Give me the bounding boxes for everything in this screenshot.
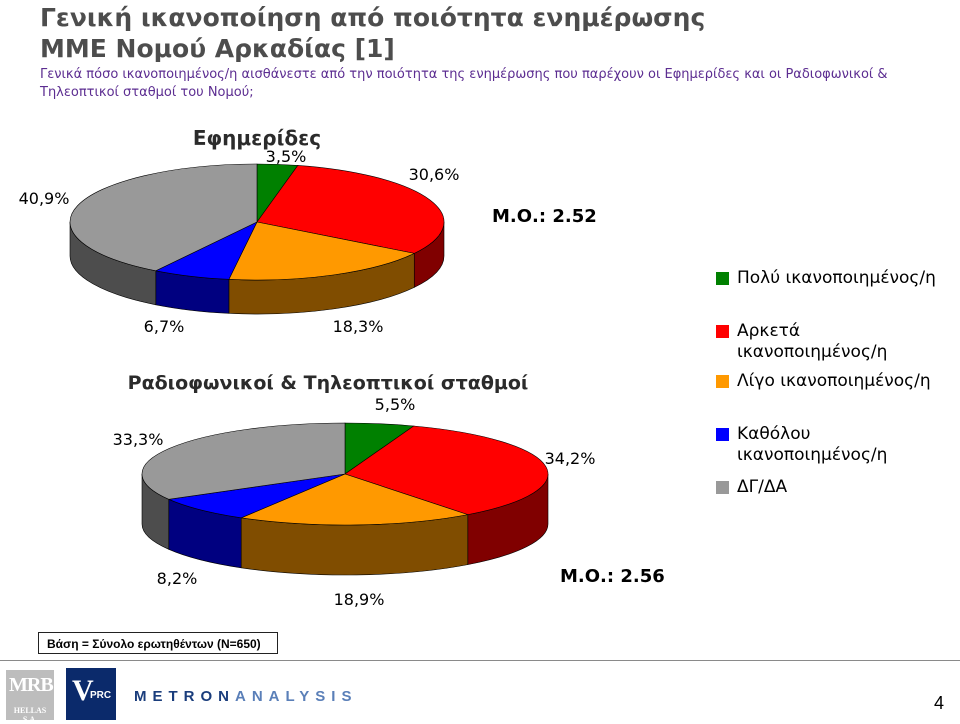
legend-label: Πολύ ικανοποιημένος/η	[737, 268, 936, 288]
legend-item-little-satisfied: Λίγο ικανοποιημένος/η	[716, 371, 937, 392]
footer-divider	[0, 660, 960, 661]
broadcast-mean-annotation: Μ.Ο.: 2.56	[560, 566, 665, 587]
page-title-line1: Γενική ικανοποίηση από ποιότητα ενημέρωσ…	[40, 3, 706, 32]
newspapers-label-fairly-satisfied: 30,6%	[409, 165, 460, 184]
metron-analysis-logo: METRONANALYSIS	[134, 688, 357, 705]
page-title-line2: ΜΜΕ Νομού Αρκαδίας [1]	[40, 34, 395, 63]
legend-swatch	[716, 272, 729, 285]
broadcast-label-dk-na: 33,3%	[113, 430, 164, 449]
legend-item-fairly-satisfied: Αρκετά ικανοποιημένος/η	[716, 321, 937, 363]
broadcast-title: Ραδιοφωνικοί & Τηλεοπτικοί σταθμοί	[128, 372, 529, 394]
broadcast-slice-dk-na	[141, 422, 346, 500]
mrb-logo-subtext: HELLAS S.A.	[13, 706, 47, 724]
vprc-logo: V PRC	[66, 668, 116, 720]
broadcast-label-not-satisfied: 8,2%	[157, 569, 198, 588]
metron-logo-part1: METRON	[134, 688, 235, 705]
newspapers-slice-fairly-satisfied	[256, 165, 445, 254]
vprc-logo-rest: PRC	[90, 690, 112, 701]
broadcast-slice-fairly-satisfied	[344, 425, 549, 515]
legend-swatch	[716, 481, 729, 494]
legend-swatch	[716, 428, 729, 441]
sample-basis-note: Βάση = Σύνολο ερωτηθέντων (Ν=650)	[38, 632, 278, 654]
legend-swatch	[716, 375, 729, 388]
legend-item-not-satisfied: Καθόλου ικανοποιημένος/η	[716, 424, 937, 466]
metron-logo-part2: ANALYSIS	[235, 688, 358, 705]
legend-item-very-satisfied: Πολύ ικανοποιημένος/η	[716, 268, 937, 289]
newspapers-slice-little-satisfied	[228, 221, 416, 281]
legend-label: Αρκετά ικανοποιημένος/η	[737, 321, 888, 362]
vprc-logo-v: V	[72, 674, 94, 707]
broadcast-slice-little-satisfied	[240, 473, 469, 526]
legend-item-dk-na: ΔΓ/ΔΑ	[716, 477, 937, 498]
legend-swatch	[716, 325, 729, 338]
newspapers-label-not-satisfied: 6,7%	[144, 317, 185, 336]
newspapers-label-very-satisfied: 3,5%	[266, 147, 307, 166]
page-number: 4	[934, 693, 945, 713]
broadcast-label-little-satisfied: 18,9%	[334, 590, 385, 609]
broadcast-slice-not-satisfied	[167, 473, 346, 519]
newspapers-label-dk-na: 40,9%	[19, 189, 70, 208]
legend-label: Καθόλου ικανοποιημένος/η	[737, 424, 888, 465]
legend-label: ΔΓ/ΔΑ	[737, 477, 788, 497]
broadcast-label-fairly-satisfied: 34,2%	[545, 449, 596, 468]
mrb-logo: MRB HELLAS S.A.	[6, 670, 54, 724]
newspapers-mean-annotation: Μ.Ο.: 2.52	[492, 206, 597, 227]
broadcast-label-very-satisfied: 5,5%	[375, 395, 416, 414]
newspapers-label-little-satisfied: 18,3%	[333, 317, 384, 336]
survey-question: Γενικά πόσο ικανοποιημένος/η αισθάνεστε …	[40, 67, 888, 100]
legend-label: Λίγο ικανοποιημένος/η	[737, 371, 931, 391]
newspapers-slice-dk-na	[69, 163, 258, 272]
page-title: Γενική ικανοποίηση από ποιότητα ενημέρωσ…	[40, 2, 705, 64]
mrb-logo-text: MRB	[9, 674, 54, 696]
newspapers-title: Εφημερίδες	[193, 126, 321, 150]
